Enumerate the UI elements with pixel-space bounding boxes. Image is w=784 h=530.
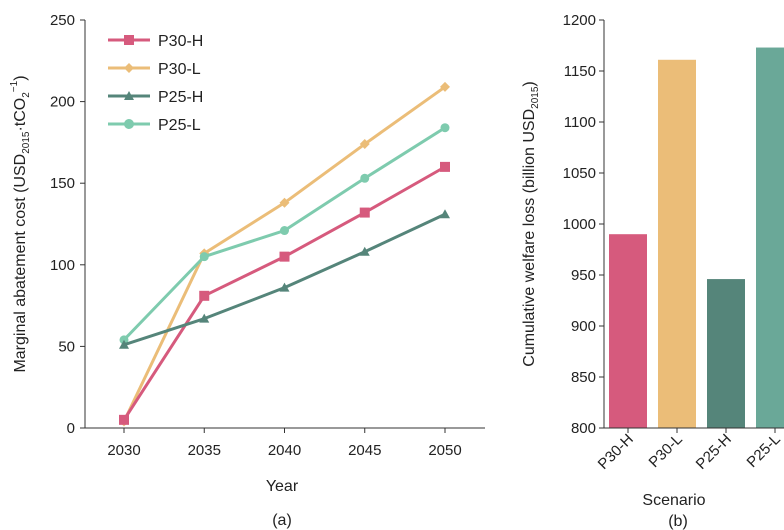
legend-label-p30-l: P30-L (158, 61, 201, 78)
legend-marker-p25-l (124, 119, 134, 129)
data-point-p30-h (359, 207, 370, 218)
y-tick-label: 250 (50, 12, 75, 29)
bar-p25-h (707, 279, 745, 428)
data-point-p30-h (199, 290, 210, 301)
bar-y-label-end: ) (521, 81, 538, 86)
bar-y-label-main: Cumulative welfare loss (billion USD (521, 109, 538, 367)
data-point-p25-l (440, 123, 450, 133)
y-tick-label: 150 (50, 175, 75, 192)
x-tick-label: 2045 (348, 442, 381, 459)
data-point-p25-h (440, 209, 450, 219)
legend-label-p30-h: P30-H (158, 33, 203, 50)
y-tick-label: 0 (67, 420, 75, 437)
bar-chart-bars (609, 47, 784, 428)
y-tick-label: 100 (50, 257, 75, 274)
bar-x-tick-label: P30-H (595, 431, 637, 473)
data-point-p30-h (119, 414, 129, 425)
x-tick-label: 2030 (107, 442, 140, 459)
bar-y-tick-label: 850 (571, 369, 596, 386)
legend-label-p25-l: P25-L (158, 117, 201, 134)
bar-chart-panel: 800 850 900 950 1000 1050 1100 1150 1200 P30-H P3… (521, 12, 784, 530)
line-chart-y-ticks: 0 50 100 150 200 250 (50, 12, 85, 437)
bar-y-tick-label: 950 (571, 267, 596, 284)
data-point-p25-l (199, 252, 209, 262)
x-tick-label: 2050 (428, 442, 461, 459)
line-chart-x-ticks: 2030 2035 2040 2045 2050 (107, 428, 462, 459)
y-label-sub1: 2015 (21, 131, 32, 154)
data-point-p25-l (280, 226, 289, 236)
bar-y-tick-label: 800 (571, 420, 596, 437)
bar-x-tick-label: P30-L (646, 431, 686, 471)
bar-y-tick-label: 1000 (563, 216, 596, 233)
bar-chart-y-axis-label: Cumulative welfare loss (billion USD2015… (521, 81, 541, 366)
line-chart-y-axis-label: Marginal abatement cost (USD2015·tCO2−1) (9, 75, 32, 372)
line-chart-x-axis-label: Year (266, 478, 299, 495)
bar-chart-x-axis-label: Scenario (642, 492, 705, 509)
y-label-sup: −1 (9, 80, 20, 92)
bar-y-label-sub: 2015 (530, 86, 541, 109)
bar-y-tick-label: 900 (571, 318, 596, 335)
legend-marker-p30-h (124, 35, 134, 45)
bar-p30-h (609, 234, 647, 428)
line-chart-series (119, 81, 450, 427)
data-point-p25-h (279, 282, 290, 292)
line-chart-panel: 0 50 100 150 200 250 2030 2035 2040 2045 2050 P30… (9, 12, 485, 529)
bar-y-tick-label: 1200 (563, 12, 596, 29)
bar-y-tick-label: 1050 (563, 165, 596, 182)
data-point-p30-l (440, 81, 450, 92)
bar-p30-l (658, 59, 696, 428)
data-point-p30-l (279, 197, 290, 208)
bar-chart-y-ticks: 800 850 900 950 1000 1050 1100 1150 1200 (563, 12, 604, 437)
line-chart-panel-label: (a) (272, 512, 292, 529)
data-point-p30-h (440, 161, 450, 172)
y-label-sub2: 2 (21, 92, 32, 98)
y-label-mid: ·tCO (12, 98, 29, 132)
data-point-p25-h (119, 339, 129, 349)
legend-marker-p30-l (124, 63, 134, 73)
data-point-p30-h (279, 251, 290, 262)
y-label-end: ) (12, 75, 29, 80)
bar-chart-x-ticks: P30-H P30-L P25-H P25-L (595, 428, 784, 473)
data-point-p25-l (360, 173, 370, 183)
y-tick-label: 200 (50, 94, 75, 111)
bar-p25-l (756, 47, 784, 428)
bar-y-tick-label: 1150 (564, 63, 596, 80)
bar-x-tick-label: P25-L (744, 431, 784, 471)
y-label-main: Marginal abatement cost (USD (12, 154, 29, 373)
data-point-p30-l (359, 139, 370, 150)
line-chart-legend: P30-H P30-L P25-H P25-L (108, 33, 203, 134)
legend-marker-p25-h (124, 91, 134, 100)
bar-y-tick-label: 1100 (564, 114, 596, 131)
y-tick-label: 50 (58, 338, 75, 355)
x-tick-label: 2040 (268, 442, 301, 459)
bar-chart-panel-label: (b) (668, 513, 688, 530)
data-point-p25-h (359, 246, 370, 256)
legend-label-p25-h: P25-H (158, 89, 203, 106)
bar-x-tick-label: P25-H (693, 431, 735, 473)
x-tick-label: 2035 (188, 442, 221, 459)
data-point-p25-h (199, 313, 210, 323)
